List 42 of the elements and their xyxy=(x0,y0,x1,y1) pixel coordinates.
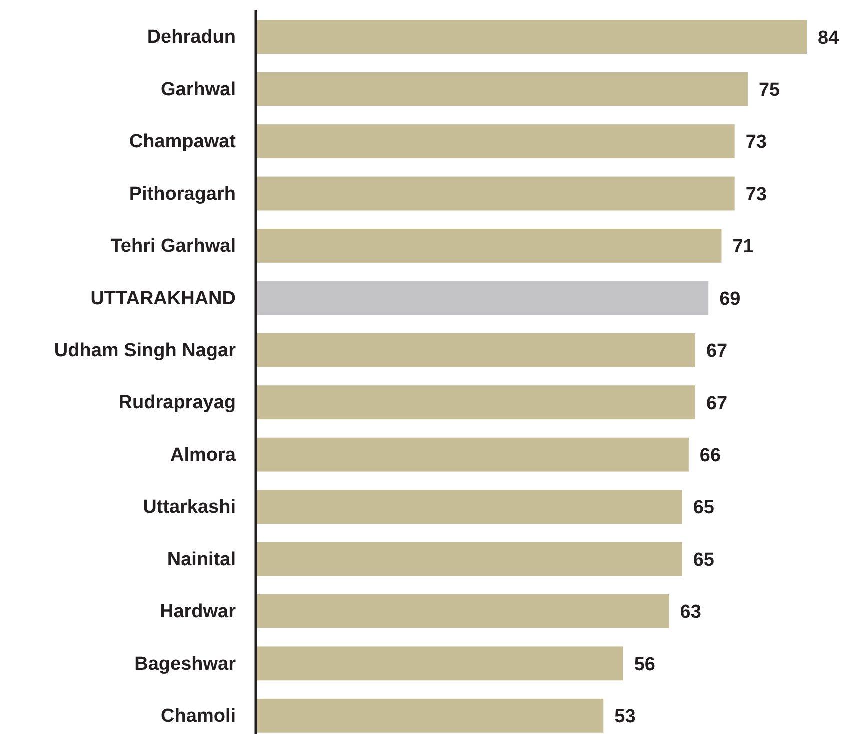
y-tick-label: Chamoli xyxy=(161,706,236,727)
data-label: 63 xyxy=(680,602,702,624)
data-label: 73 xyxy=(746,132,767,154)
y-tick-label: Udham Singh Nagar xyxy=(54,340,237,362)
bar xyxy=(256,594,670,628)
y-tick-label: Dehradun xyxy=(147,27,236,48)
bar xyxy=(256,698,604,733)
bar xyxy=(256,281,709,316)
y-tick-label: Pithoragarh xyxy=(129,184,236,205)
y-tick-label: Nainital xyxy=(167,549,236,570)
y-tick-label: Rudraprayag xyxy=(118,392,236,414)
y-tick-label: Bageshwar xyxy=(134,654,237,675)
y-tick-label: Garhwal xyxy=(161,79,236,100)
bar xyxy=(256,124,735,159)
y-tick-label: Uttarkashi xyxy=(143,497,236,518)
bar xyxy=(256,333,696,368)
bar xyxy=(256,490,682,524)
bar xyxy=(256,176,735,211)
bar xyxy=(256,20,807,54)
data-label: 65 xyxy=(693,498,715,519)
y-tick-label: Tehri Garhwal xyxy=(110,236,236,258)
y-tick-label: Hardwar xyxy=(160,602,237,623)
bar xyxy=(256,542,682,576)
bar xyxy=(256,386,696,420)
y-tick-label: UTTARAKHAND xyxy=(90,288,236,310)
data-label: 71 xyxy=(732,236,754,258)
data-label: 67 xyxy=(706,341,728,362)
data-label: 65 xyxy=(693,550,715,571)
data-label: 67 xyxy=(706,393,728,414)
data-label: 73 xyxy=(746,184,767,206)
data-label: 66 xyxy=(700,445,722,466)
y-tick-label: Champawat xyxy=(129,132,237,153)
data-label: 84 xyxy=(818,28,840,49)
data-label: 53 xyxy=(614,706,636,728)
bar xyxy=(256,646,624,681)
data-label: 69 xyxy=(720,288,741,310)
y-tick-label: Almora xyxy=(170,444,236,466)
bar xyxy=(256,438,689,472)
bar xyxy=(256,72,748,106)
data-label: 75 xyxy=(758,80,781,101)
data-label: 56 xyxy=(634,654,656,676)
bar xyxy=(256,228,722,263)
